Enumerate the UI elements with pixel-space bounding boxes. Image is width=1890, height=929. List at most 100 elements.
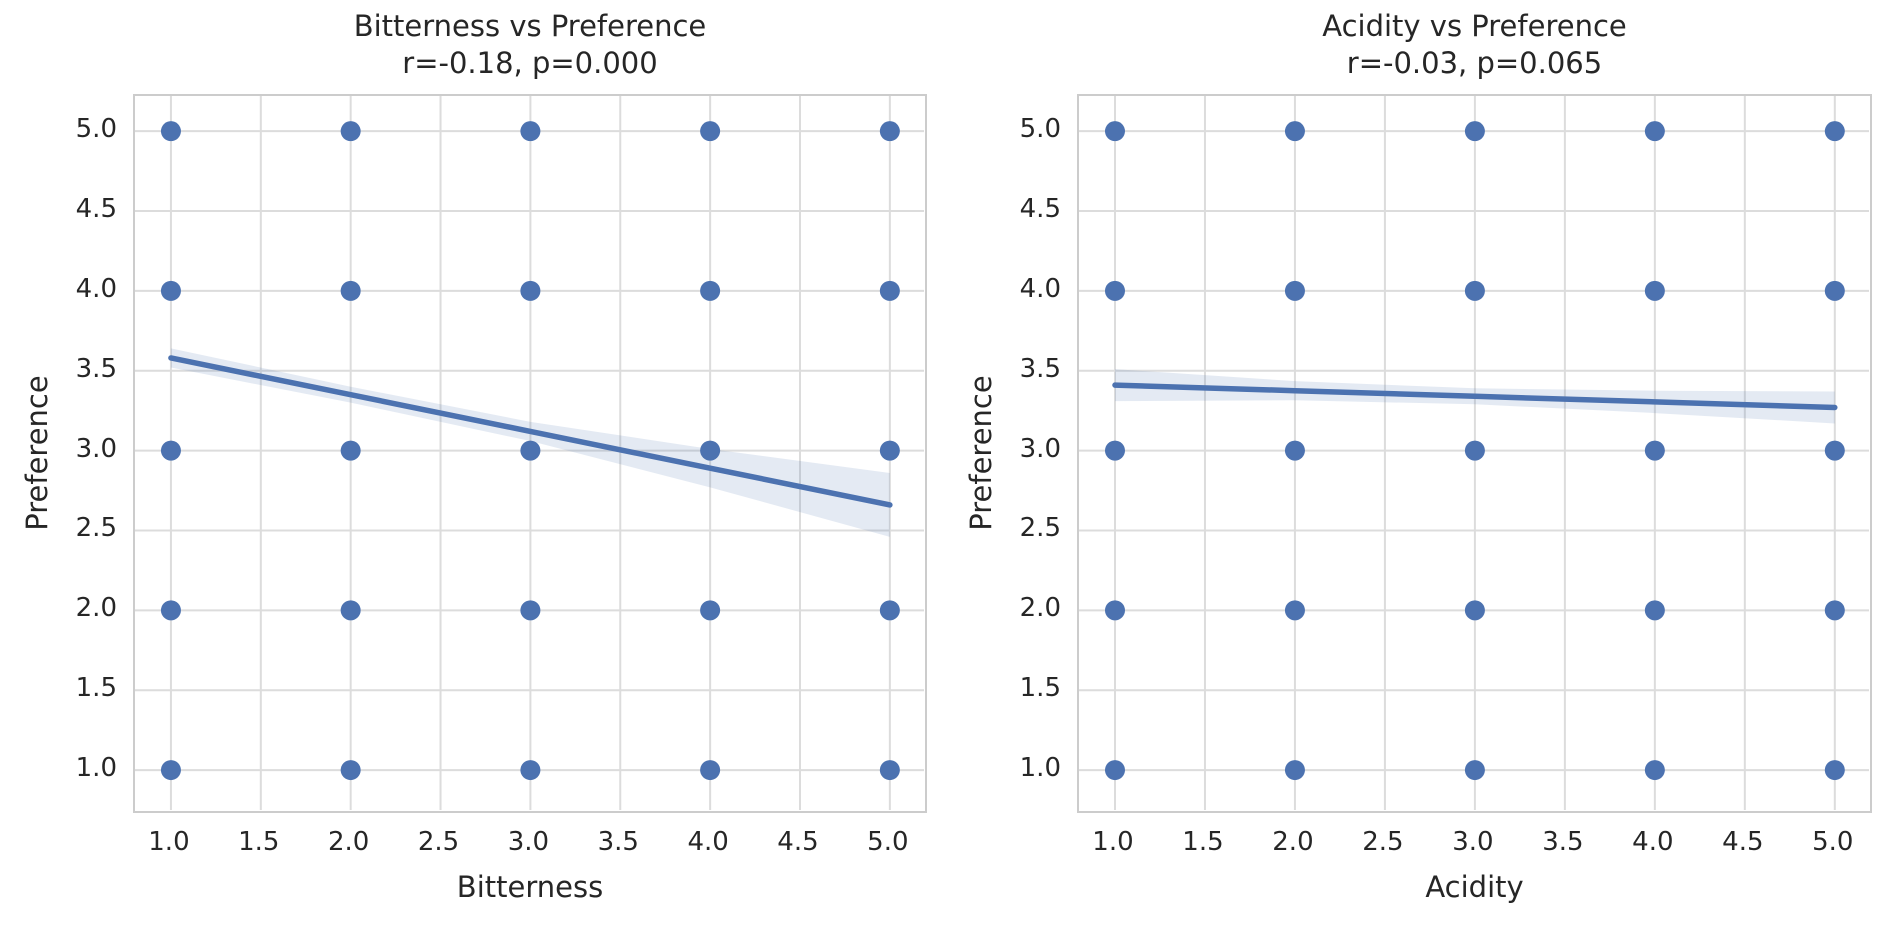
scatter-point [160,280,181,301]
scatter-point [700,760,721,781]
regression-line [168,355,893,508]
x-tick-label: 3.0 [507,827,550,857]
scatter-point [1284,440,1305,461]
scatter-point [700,121,721,142]
scatter-point [700,280,721,301]
scatter-point [1104,760,1125,781]
scatter-point [1464,121,1485,142]
x-tick-label: 2.5 [417,827,460,857]
scatter-point [1644,760,1665,781]
scatter-point [879,121,900,142]
scatter-point [1464,280,1485,301]
scatter-point [520,760,541,781]
scatter-point [700,440,721,461]
scatter-point [1284,760,1305,781]
scatter-point [700,600,721,621]
y-tick-label: 3.5 [75,353,117,384]
scatter-point [520,600,541,621]
scatter-point [520,280,541,301]
x-axis-label: Acidity [1425,870,1524,904]
y-axis-ticks: 1.0 1.5 2.0 2.5 3.0 3.5 4.0 4.5 5.0 [944,94,1061,813]
y-tick-label: 1.0 [75,753,117,784]
plot-area [133,94,927,813]
x-tick-label: 5.0 [1812,827,1854,857]
y-tick-label: 1.5 [75,673,117,704]
x-tick-label: 4.0 [687,827,729,857]
scatter-point [1284,121,1305,142]
scatter-point [1464,760,1485,781]
plot-subtitle-stats: r=-0.18, p=0.000 [402,46,658,80]
plot-title: Bitterness vs Preference r=-0.18, p=0.00… [133,8,927,82]
regression-line [1112,382,1838,411]
x-tick-label: 1.5 [238,827,280,857]
x-tick-label: 3.5 [1542,827,1584,857]
scatter-point [1104,440,1125,461]
scatter-point [1644,121,1665,142]
x-tick-label: 4.5 [777,827,819,857]
y-tick-label: 5.0 [1019,114,1061,145]
y-tick-label: 5.0 [75,114,117,145]
scatter-point [520,440,541,461]
scatter-point [160,440,181,461]
scatter-point [1644,440,1665,461]
scatter-point [1644,600,1665,621]
scatter-point [1824,121,1845,142]
scatter-point [1824,280,1845,301]
y-tick-label: 1.5 [1019,673,1061,704]
scatter-point [340,760,361,781]
x-tick-label: 3.0 [1452,827,1494,857]
plot-title: Acidity vs Preference r=-0.03, p=0.065 [1077,8,1872,82]
scatter-point [160,121,181,142]
x-tick-label: 5.0 [867,827,909,857]
scatter-point [1104,600,1125,621]
scatter-point [1824,440,1845,461]
y-tick-label: 1.0 [1019,753,1061,784]
plot-subtitle-stats: r=-0.03, p=0.065 [1346,46,1603,80]
y-tick-label: 3.0 [75,433,117,464]
x-tick-label: 3.5 [597,827,639,857]
scatter-point [340,440,361,461]
scatter-point [1104,280,1125,301]
plot-title-text: Acidity vs Preference [1322,9,1627,43]
scatter-point [1284,600,1305,621]
y-tick-label: 4.0 [75,273,117,304]
plot-area [1077,94,1872,813]
y-tick-label: 2.5 [75,513,117,544]
y-tick-label: 2.0 [1019,593,1061,624]
scatter-point [1104,121,1125,142]
scatter-point [879,440,900,461]
x-tick-label: 4.5 [1722,827,1764,857]
y-tick-label: 2.0 [75,593,117,624]
scatter-point [1824,600,1845,621]
chart-canvas [135,96,924,810]
scatter-point [1464,440,1485,461]
scatter-point [879,760,900,781]
scatter-point [1284,280,1305,301]
x-tick-label: 4.0 [1632,827,1674,857]
scatter-point [160,760,181,781]
y-tick-label: 4.0 [1019,273,1061,304]
x-tick-label: 1.0 [1092,827,1134,857]
y-tick-label: 3.5 [1019,353,1061,384]
x-tick-label: 1.5 [1182,827,1224,857]
y-axis-ticks: 1.0 1.5 2.0 2.5 3.0 3.5 4.0 4.5 5.0 [0,94,117,813]
scatter-point [340,121,361,142]
x-tick-label: 2.0 [1272,827,1314,857]
x-tick-label: 1.0 [148,827,190,857]
x-tick-label: 2.5 [1362,827,1404,857]
x-tick-label: 2.0 [327,827,370,857]
plot-title-text: Bitterness vs Preference [353,9,707,43]
scatter-point [340,280,361,301]
scatter-point [1824,760,1845,781]
y-tick-label: 2.5 [1019,513,1061,544]
y-tick-label: 3.0 [1019,433,1061,464]
scatter-point [520,121,541,142]
y-tick-label: 4.5 [1019,194,1061,224]
x-axis-label: Bitterness [456,870,604,904]
scatter-point [879,280,900,301]
y-tick-label: 4.5 [75,194,117,224]
chart-canvas [1079,96,1869,810]
scatter-point [879,600,900,621]
x-axis-ticks: 1.0 1.5 2.0 2.5 3.0 3.5 4.0 4.5 5.0 [1077,827,1872,861]
scatter-point [1644,280,1665,301]
